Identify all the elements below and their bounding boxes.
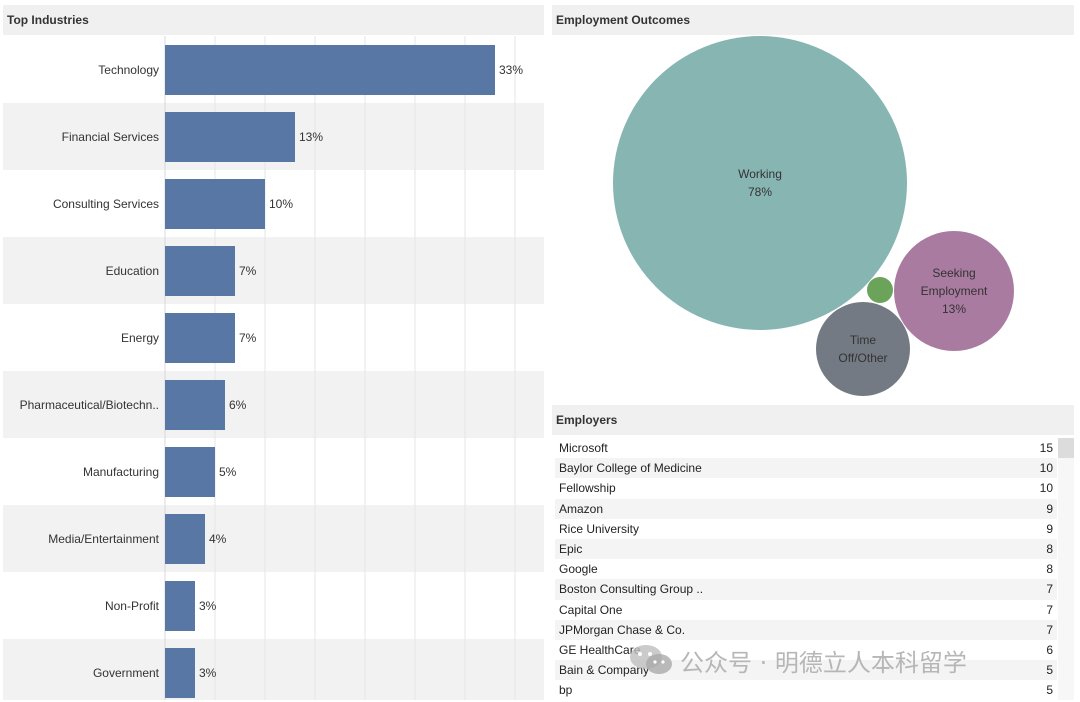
employer-name: GE HealthCare (559, 642, 641, 657)
employer-row[interactable]: Boston Consulting Group .. 7 (555, 579, 1057, 600)
bubble-label: 78% (748, 185, 772, 199)
bar (165, 581, 195, 631)
employer-count: 7 (1046, 582, 1053, 597)
bubble-label: Time (850, 333, 877, 347)
employer-count: 10 (1039, 461, 1053, 476)
employer-name: Microsoft (559, 441, 608, 456)
employer-row[interactable]: Bain & Company 5 (555, 660, 1057, 681)
value-label: 10% (269, 197, 293, 211)
employer-row[interactable]: Google 8 (555, 559, 1057, 579)
value-label: 3% (199, 599, 217, 613)
bubble-label: Working (738, 167, 782, 181)
employer-count: 8 (1046, 562, 1053, 577)
bar (165, 45, 495, 95)
outcomes-bubble-chart: Working 78% Seeking Employment 13% Time Off/Ot… (613, 36, 1014, 396)
employer-row[interactable]: GE HealthCare 6 (555, 640, 1057, 660)
row-band (3, 371, 544, 438)
employers-scroll-thumb[interactable] (1058, 438, 1074, 458)
employers-scrollbar[interactable] (1058, 438, 1074, 700)
wechat-logo-icon (630, 645, 672, 674)
row-band (3, 237, 544, 304)
employer-name: bp (559, 683, 573, 698)
employer-row[interactable]: JPMorgan Chase & Co. 7 (555, 619, 1057, 640)
bubble-label: 13% (942, 302, 966, 316)
employer-row[interactable]: bp 5 (555, 680, 1057, 700)
watermark-text: 公众号 · 明德立人本科留学 (680, 648, 967, 677)
bar (165, 246, 235, 296)
employer-name: Google (559, 562, 598, 577)
category-label: Non-Profit (105, 599, 160, 613)
bar (165, 447, 215, 497)
employer-name: Boston Consulting Group .. (559, 582, 704, 597)
category-label: Consulting Services (53, 197, 159, 211)
employer-row[interactable]: Capital One 7 (555, 600, 1057, 620)
employers-panel-title: Employers (552, 405, 1074, 435)
watermark: 公众号 · 明德立人本科留学 (628, 640, 967, 680)
employer-row[interactable]: Amazon 9 (555, 498, 1057, 519)
employer-row[interactable]: Rice University 9 (555, 519, 1057, 539)
bubble-label: Employment (921, 284, 988, 298)
industries-panel-title: Top Industries (3, 5, 544, 35)
bar (165, 514, 205, 564)
employer-count: 6 (1046, 642, 1053, 657)
employer-name: Amazon (559, 501, 604, 516)
category-label: Manufacturing (83, 465, 159, 479)
employer-count: 9 (1046, 521, 1053, 536)
bubble (816, 302, 910, 396)
bubble (867, 277, 893, 303)
value-label: 7% (239, 331, 257, 345)
employer-name: Fellowship (559, 481, 616, 496)
employer-count: 5 (1046, 663, 1053, 678)
employer-name: Epic (559, 542, 583, 557)
category-label: Energy (121, 331, 159, 345)
bubble-label: Seeking (932, 266, 975, 280)
employer-count: 10 (1039, 481, 1053, 496)
row-band (3, 639, 544, 700)
bar (165, 112, 295, 162)
bubble-label: Off/Other (838, 351, 887, 365)
employer-name: Rice University (559, 521, 640, 536)
value-label: 4% (209, 532, 227, 546)
employer-row[interactable]: Microsoft 15 (555, 438, 1057, 458)
category-label: Media/Entertainment (48, 532, 159, 546)
value-label: 7% (239, 264, 257, 278)
employer-row[interactable]: Epic 8 (555, 538, 1057, 560)
bubble (894, 231, 1014, 351)
employer-name: Baylor College of Medicine (559, 461, 702, 476)
value-label: 3% (199, 666, 217, 680)
employer-name: JPMorgan Chase & Co. (559, 622, 686, 637)
outcomes-panel-title: Employment Outcomes (552, 5, 1074, 35)
employer-count: 7 (1046, 622, 1053, 637)
employer-count: 8 (1046, 542, 1053, 557)
value-label: 6% (229, 398, 247, 412)
bar (165, 648, 195, 698)
value-label: 33% (499, 63, 523, 77)
bar (165, 313, 235, 363)
row-band (3, 505, 544, 572)
employers-table: Microsoft 15 Baylor College of Medicine 10 F… (555, 438, 1057, 700)
category-label: Financial Services (62, 130, 159, 144)
employer-name: Bain & Company (559, 663, 650, 678)
industries-bar-chart: Technology 33% Financial Services 13% Consul… (3, 36, 544, 700)
value-label: 13% (299, 130, 323, 144)
category-label: Technology (98, 63, 159, 77)
bar (165, 380, 225, 430)
category-label: Education (106, 264, 159, 278)
value-label: 5% (219, 465, 237, 479)
employer-count: 15 (1039, 441, 1053, 456)
bar (165, 179, 265, 229)
employer-row[interactable]: Baylor College of Medicine 10 (555, 458, 1057, 479)
employer-count: 5 (1046, 683, 1053, 698)
employer-name: Capital One (559, 602, 623, 617)
employer-count: 9 (1046, 501, 1053, 516)
employer-row[interactable]: Fellowship 10 (555, 478, 1057, 498)
employer-count: 7 (1046, 602, 1053, 617)
category-label: Pharmaceutical/Biotechn.. (20, 398, 159, 412)
bubble (613, 36, 907, 330)
category-label: Government (93, 666, 160, 680)
